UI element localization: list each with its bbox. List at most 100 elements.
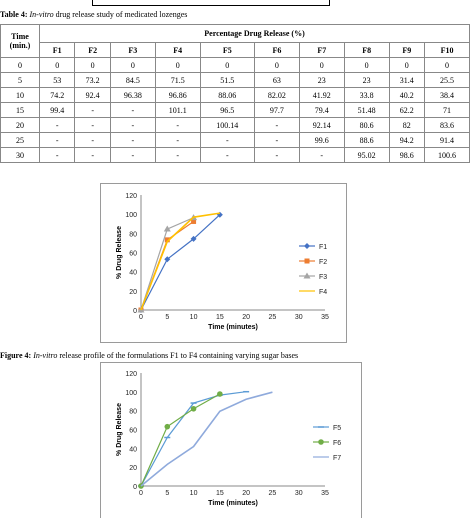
- release-value-cell: 99.4: [38, 102, 76, 118]
- release-value-cell: 100.6: [424, 147, 470, 163]
- table-caption: Table 4: In-vitro drug release study of …: [0, 10, 188, 19]
- release-value-cell: 23: [343, 72, 390, 88]
- y-tick-label: 80: [129, 231, 137, 238]
- data-point-marker: [191, 218, 197, 224]
- legend-label-f1: F1: [319, 244, 327, 251]
- table-row: 5 53 73.2 84.5 71.5 51.5 63 23 23 31.4 25.5: [0, 72, 470, 88]
- data-point-marker: [164, 423, 171, 430]
- series-line-f2: [140, 220, 194, 311]
- release-value-cell: -: [154, 147, 201, 163]
- release-value-cell: -: [109, 102, 156, 118]
- release-value-cell: 41.92: [298, 87, 345, 103]
- release-value-cell: 51.5: [199, 72, 255, 88]
- y-tick-label: 120: [125, 371, 137, 378]
- x-tick-label: 35: [321, 490, 329, 497]
- release-value-cell: 74.2: [38, 87, 76, 103]
- release-value-cell: 0: [109, 57, 156, 73]
- previous-table-bottom-edge: [92, 0, 330, 6]
- release-value-cell: 99.6: [298, 132, 345, 148]
- release-value-cell: -: [38, 117, 76, 133]
- release-value-cell: 92.4: [74, 87, 111, 103]
- time-cell: 10: [0, 87, 40, 103]
- release-value-cell: 31.4: [388, 72, 426, 88]
- data-point-marker: [190, 235, 197, 242]
- column-header-f6: F6: [253, 42, 300, 58]
- column-header-f4: F4: [154, 42, 201, 58]
- release-value-cell: -: [109, 147, 156, 163]
- y-tick-label: 60: [129, 251, 137, 258]
- x-tick-label: 0: [139, 314, 143, 321]
- table-header-row: Time (min.) Percentage Drug Release (%): [0, 24, 470, 58]
- table-body: 0 0 0 0 0 0 0 0 0 0 0 5 53 73.2 84.5 71.5 51.5 63 23 23 31.4…: [0, 57, 470, 163]
- x-axis-title: Time (minutes): [208, 324, 258, 331]
- table-row: 10 74.2 92.4 96.38 96.86 88.06 82.02 41.92 33.8 4…: [0, 87, 470, 103]
- x-axis-title: Time (minutes): [208, 500, 258, 507]
- release-value-cell: 98.6: [388, 147, 426, 163]
- release-value-cell: -: [298, 147, 345, 163]
- release-value-cell: 100.14: [199, 117, 255, 133]
- time-cell: 0: [0, 57, 40, 73]
- legend-label-f6: F6: [333, 440, 341, 447]
- y-tick-label: 20: [129, 465, 137, 472]
- column-header-f8: F8: [343, 42, 390, 58]
- release-value-cell: 84.5: [109, 72, 156, 88]
- release-value-cell: 83.6: [424, 117, 470, 133]
- y-tick-label: 20: [129, 289, 137, 296]
- x-tick-label: 30: [295, 490, 303, 497]
- release-value-cell: -: [74, 102, 111, 118]
- column-header-f1: F1: [38, 42, 76, 58]
- release-value-cell: 96.38: [109, 87, 156, 103]
- data-point-marker: [217, 391, 223, 397]
- release-value-cell: 0: [74, 57, 111, 73]
- x-tick-label: 15: [216, 490, 224, 497]
- data-point-marker: [303, 272, 311, 279]
- y-tick-label: 100: [125, 390, 137, 397]
- release-value-cell: 40.2: [388, 87, 426, 103]
- data-point-marker: [164, 256, 171, 263]
- figure4-chart-frame: 0 20 40 60 80 100 120 0 5 10 15 20 25 30 35 Time (minut…: [100, 183, 347, 343]
- release-value-cell: -: [154, 117, 201, 133]
- y-tick-label: 0: [133, 308, 137, 315]
- release-value-cell: 62.2: [388, 102, 426, 118]
- release-value-cell: 96.86: [154, 87, 201, 103]
- table-row: 20- - - -100.14-92.14 80.6 82 83.6: [0, 117, 470, 133]
- release-value-cell: 25.5: [424, 72, 470, 88]
- release-value-cell: 80.6: [343, 117, 390, 133]
- release-value-cell: -: [109, 117, 156, 133]
- release-value-cell: 73.2: [74, 72, 111, 88]
- release-value-cell: -: [74, 117, 111, 133]
- release-value-cell: 0: [253, 57, 300, 73]
- y-tick-label: 60: [129, 428, 137, 435]
- legend-label-f4: F4: [319, 289, 327, 296]
- release-value-cell: 82.02: [253, 87, 300, 103]
- figure4-release-chart: 0 20 40 60 80 100 120 0 5 10 15 20 25 30 35 Time (minut…: [116, 193, 329, 331]
- data-point-marker: [164, 237, 170, 243]
- x-tick-label: 10: [190, 314, 198, 321]
- release-value-cell: -: [199, 132, 255, 148]
- release-value-cell: 0: [343, 57, 390, 73]
- time-cell: 20: [0, 117, 40, 133]
- series-line-f4: [140, 212, 220, 311]
- time-cell: 15: [0, 102, 40, 118]
- release-value-cell: -: [109, 132, 156, 148]
- release-value-cell: -: [253, 117, 300, 133]
- series-line-f1: [140, 214, 221, 311]
- release-value-cell: -: [74, 132, 111, 148]
- release-value-cell: 0: [298, 57, 345, 73]
- x-tick-label: 15: [216, 314, 224, 321]
- release-value-cell: 38.4: [424, 87, 470, 103]
- column-header-f3: F3: [109, 42, 156, 58]
- series-line-f6: [140, 393, 221, 487]
- y-tick-label: 0: [133, 484, 137, 491]
- release-value-cell: 96.5: [199, 102, 255, 118]
- release-value-cell: 82: [388, 117, 426, 133]
- legend-label-f5: F5: [333, 425, 341, 432]
- table-row: 25- - - - - -99.6 88.6 94.2 91.4: [0, 132, 470, 148]
- release-value-cell: 91.4: [424, 132, 470, 148]
- release-value-cell: 0: [199, 57, 255, 73]
- table-row: 30- - - - - - -95.02 98.6 100.6: [0, 147, 470, 163]
- release-value-cell: 94.2: [388, 132, 426, 148]
- percentage-release-header: Percentage Drug Release (%): [39, 24, 470, 43]
- x-tick-label: 5: [165, 490, 169, 497]
- table-row: 15 99.4- -101.1 96.5 97.7 79.4 51.48 62.2 71: [0, 102, 470, 118]
